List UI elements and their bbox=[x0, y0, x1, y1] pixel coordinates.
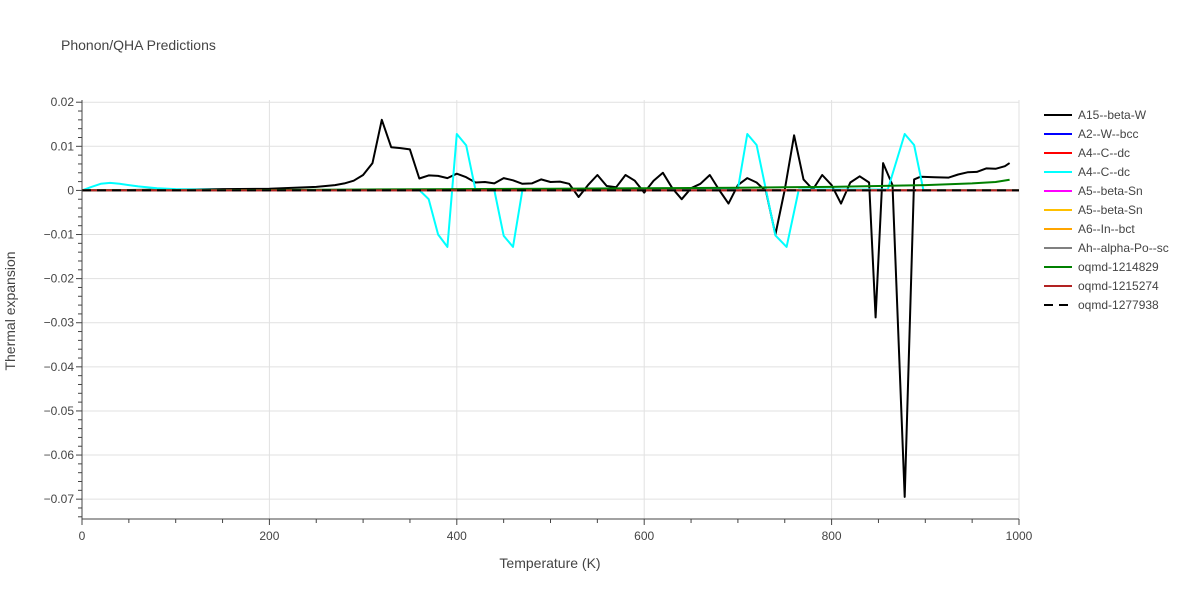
legend-label-2: A4--C--dc bbox=[1078, 146, 1130, 160]
axes-layer bbox=[76, 100, 1020, 525]
y-tick-label: 0.01 bbox=[51, 139, 75, 153]
tick-labels-layer: 0 200 400 600 800 1000 0.02 0.01 0 −0.01 −0.02 −0.0… bbox=[44, 95, 1033, 543]
y-tick-label: −0.05 bbox=[44, 404, 75, 418]
y-tick-label: 0 bbox=[67, 183, 74, 197]
x-tick-label: 400 bbox=[447, 529, 467, 543]
x-tick-label: 600 bbox=[634, 529, 654, 543]
x-tick-label: 0 bbox=[79, 529, 86, 543]
grid-layer bbox=[82, 100, 1020, 519]
y-axis-title: Thermal expansion bbox=[2, 251, 18, 370]
x-axis-title: Temperature (K) bbox=[499, 555, 600, 571]
legend-label-3: A4--C--dc bbox=[1078, 165, 1130, 179]
y-tick-label: −0.06 bbox=[44, 448, 75, 462]
legend-label-10: oqmd-1277938 bbox=[1078, 298, 1159, 312]
x-tick-label: 800 bbox=[822, 529, 842, 543]
legend: A15--beta-W A2--W--bcc A4--C--dc A4--C--dc A… bbox=[1044, 108, 1169, 312]
chart-title: Phonon/QHA Predictions bbox=[61, 37, 216, 53]
y-tick-label: −0.01 bbox=[44, 228, 75, 242]
legend-label-5: A5--beta-Sn bbox=[1078, 203, 1143, 217]
legend-label-1: A2--W--bcc bbox=[1078, 127, 1138, 141]
y-tick-label: −0.07 bbox=[44, 492, 75, 506]
x-tick-label: 1000 bbox=[1006, 529, 1033, 543]
legend-label-0: A15--beta-W bbox=[1078, 108, 1147, 122]
y-tick-label: −0.02 bbox=[44, 272, 75, 286]
y-tick-label: 0.02 bbox=[51, 95, 75, 109]
legend-label-7: Ah--alpha-Po--sc bbox=[1078, 241, 1169, 255]
x-tick-label: 200 bbox=[259, 529, 279, 543]
series-layer bbox=[81, 118, 1019, 498]
series-line-a15-beta-w-0 bbox=[81, 118, 1011, 498]
legend-label-4: A5--beta-Sn bbox=[1078, 184, 1143, 198]
y-tick-label: −0.03 bbox=[44, 316, 75, 330]
y-tick-label: −0.04 bbox=[44, 360, 75, 374]
legend-label-6: A6--In--bct bbox=[1078, 222, 1135, 236]
legend-label-9: oqmd-1215274 bbox=[1078, 279, 1159, 293]
legend-label-8: oqmd-1214829 bbox=[1078, 260, 1159, 274]
